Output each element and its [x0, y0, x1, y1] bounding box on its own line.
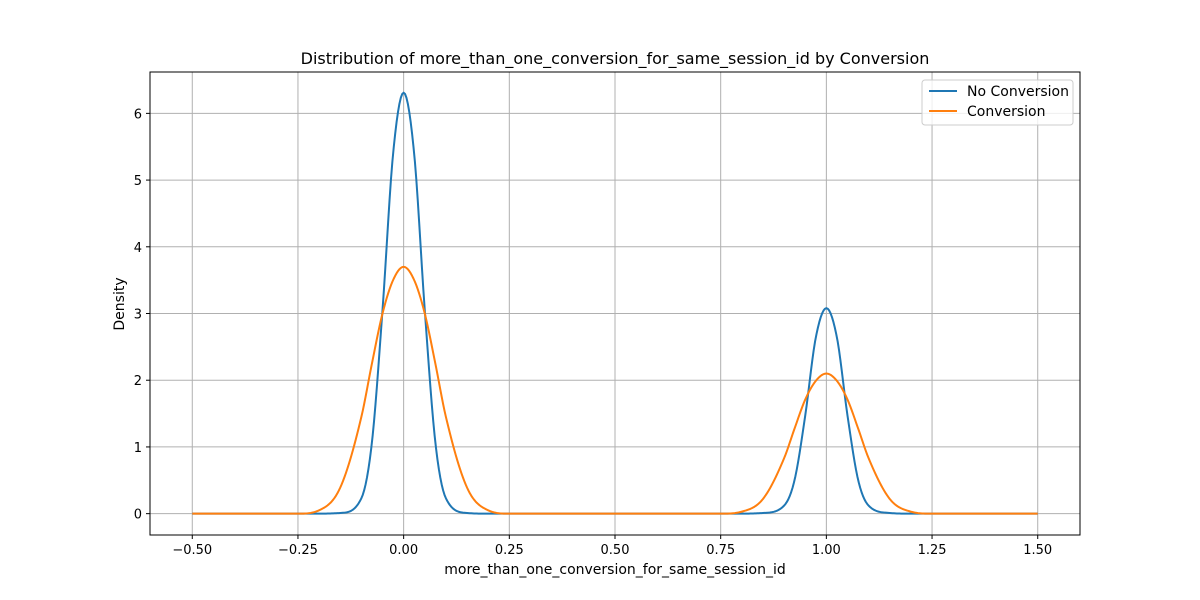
x-tick-label: 1.50 — [1023, 543, 1052, 558]
series-line-conversion — [192, 265, 1038, 515]
legend-box — [921, 79, 1074, 126]
x-tick-label: −0.50 — [172, 543, 212, 558]
series-lines — [192, 91, 1038, 515]
x-axis-ticks: −0.50 −0.25 0.00 0.25 0.50 0.75 1.00 1.25 1.50 — [172, 535, 1052, 558]
x-tick-label: 1.25 — [918, 543, 947, 558]
y-tick-label: 1 — [134, 441, 142, 456]
x-tick-label: 0.50 — [601, 543, 630, 558]
y-axis-ticks: 0 1 2 3 4 5 6 — [134, 107, 150, 523]
y-tick-label: 2 — [134, 374, 142, 389]
legend: No Conversion Conversion — [921, 79, 1074, 126]
y-tick-label: 0 — [134, 508, 142, 523]
x-tick-label: 0.25 — [495, 543, 524, 558]
y-tick-label: 5 — [134, 174, 142, 189]
y-tick-label: 4 — [134, 241, 142, 256]
x-tick-label: −0.25 — [278, 543, 318, 558]
x-axis-label: more_than_one_conversion_for_same_sessio… — [444, 562, 786, 578]
x-tick-label: 1.00 — [812, 543, 841, 558]
x-tick-label: 0.75 — [706, 543, 735, 558]
x-tick-label: 0.00 — [389, 543, 418, 558]
y-axis-label: Density — [112, 277, 128, 330]
chart-title: Distribution of more_than_one_conversion… — [301, 49, 930, 69]
y-tick-label: 6 — [134, 107, 142, 122]
legend-label-conversion: Conversion — [967, 104, 1046, 120]
y-tick-label: 3 — [134, 308, 142, 323]
legend-label-no-conversion: No Conversion — [967, 84, 1069, 100]
